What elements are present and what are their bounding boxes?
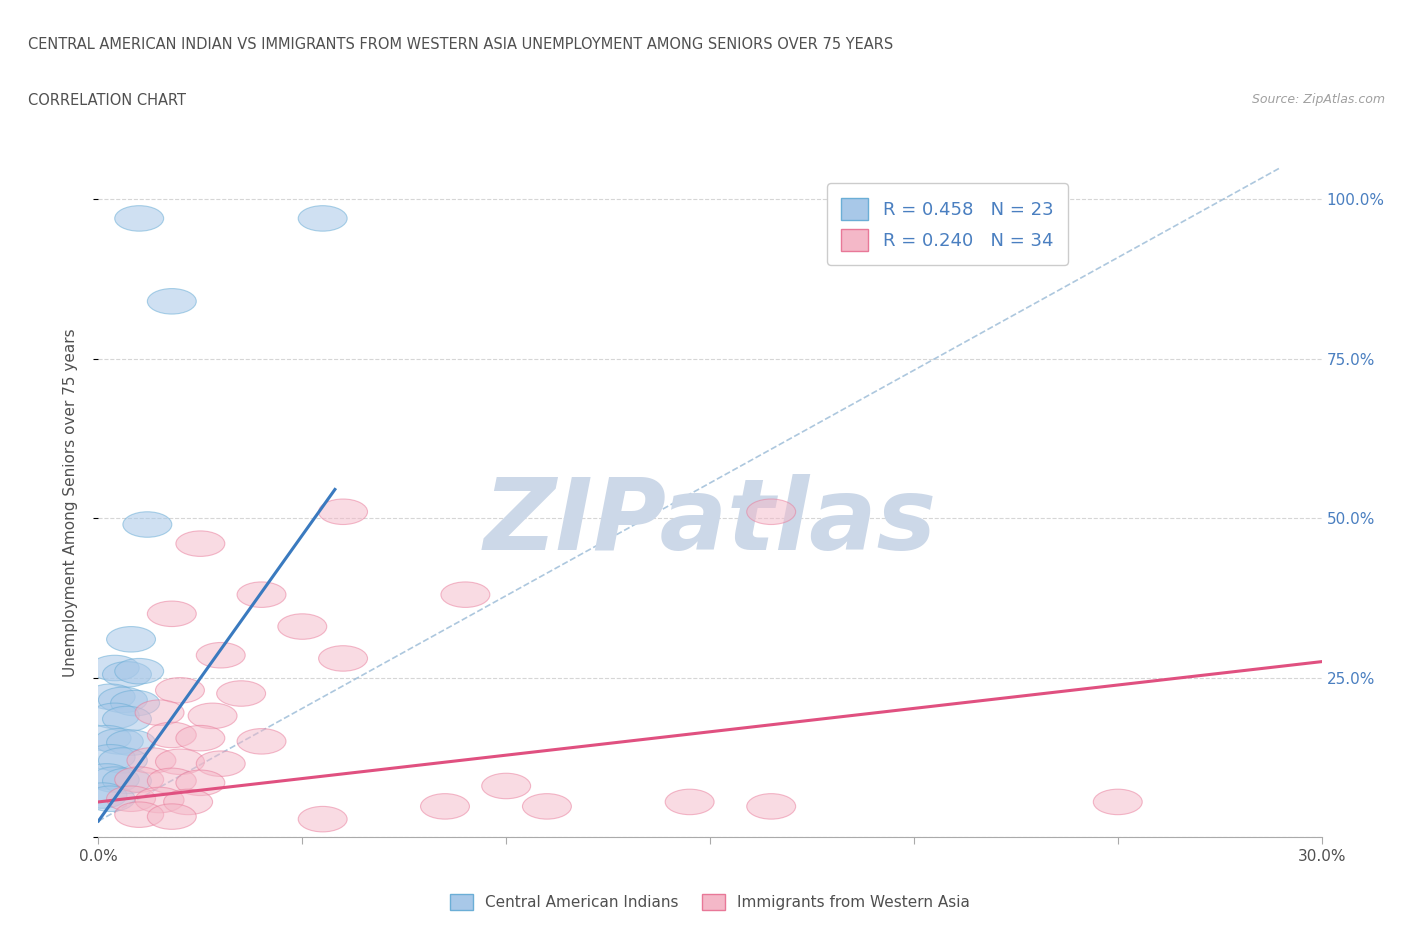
Ellipse shape (188, 703, 238, 728)
Ellipse shape (82, 764, 131, 790)
Ellipse shape (94, 728, 143, 754)
Ellipse shape (115, 767, 163, 792)
Ellipse shape (115, 658, 163, 684)
Ellipse shape (107, 786, 156, 812)
Ellipse shape (747, 793, 796, 819)
Ellipse shape (1094, 790, 1142, 815)
Y-axis label: Unemployment Among Seniors over 75 years: Unemployment Among Seniors over 75 years (63, 328, 77, 676)
Ellipse shape (238, 582, 285, 607)
Ellipse shape (523, 793, 571, 819)
Ellipse shape (103, 706, 152, 732)
Ellipse shape (298, 806, 347, 832)
Ellipse shape (163, 790, 212, 815)
Ellipse shape (90, 703, 139, 728)
Ellipse shape (90, 767, 139, 792)
Ellipse shape (148, 723, 197, 748)
Ellipse shape (217, 681, 266, 706)
Ellipse shape (148, 804, 197, 830)
Text: ZIPatlas: ZIPatlas (484, 473, 936, 571)
Ellipse shape (156, 749, 204, 775)
Ellipse shape (665, 790, 714, 815)
Ellipse shape (115, 802, 163, 828)
Ellipse shape (148, 601, 197, 627)
Ellipse shape (127, 748, 176, 773)
Text: CENTRAL AMERICAN INDIAN VS IMMIGRANTS FROM WESTERN ASIA UNEMPLOYMENT AMONG SENIO: CENTRAL AMERICAN INDIAN VS IMMIGRANTS FR… (28, 37, 893, 52)
Ellipse shape (148, 768, 197, 793)
Ellipse shape (115, 206, 163, 232)
Ellipse shape (90, 656, 139, 681)
Ellipse shape (98, 748, 148, 773)
Ellipse shape (86, 786, 135, 812)
Ellipse shape (98, 687, 148, 712)
Ellipse shape (278, 614, 326, 639)
Ellipse shape (135, 788, 184, 813)
Ellipse shape (197, 751, 245, 777)
Ellipse shape (111, 690, 160, 716)
Ellipse shape (107, 627, 156, 652)
Ellipse shape (176, 725, 225, 751)
Ellipse shape (148, 288, 197, 314)
Ellipse shape (197, 643, 245, 668)
Text: CORRELATION CHART: CORRELATION CHART (28, 93, 186, 108)
Ellipse shape (298, 206, 347, 232)
Ellipse shape (441, 582, 489, 607)
Ellipse shape (79, 783, 127, 808)
Ellipse shape (747, 499, 796, 525)
Ellipse shape (86, 684, 135, 710)
Ellipse shape (135, 700, 184, 725)
Ellipse shape (103, 768, 152, 793)
Ellipse shape (176, 770, 225, 795)
Ellipse shape (420, 793, 470, 819)
Ellipse shape (156, 678, 204, 703)
Ellipse shape (103, 661, 152, 687)
Ellipse shape (82, 725, 131, 751)
Ellipse shape (86, 745, 135, 770)
Ellipse shape (107, 730, 156, 755)
Ellipse shape (176, 531, 225, 556)
Ellipse shape (319, 645, 367, 671)
Ellipse shape (238, 728, 285, 754)
Ellipse shape (482, 773, 530, 799)
Ellipse shape (122, 512, 172, 538)
Text: Source: ZipAtlas.com: Source: ZipAtlas.com (1251, 93, 1385, 106)
Legend: Central American Indians, Immigrants from Western Asia: Central American Indians, Immigrants fro… (444, 888, 976, 916)
Ellipse shape (319, 499, 367, 525)
